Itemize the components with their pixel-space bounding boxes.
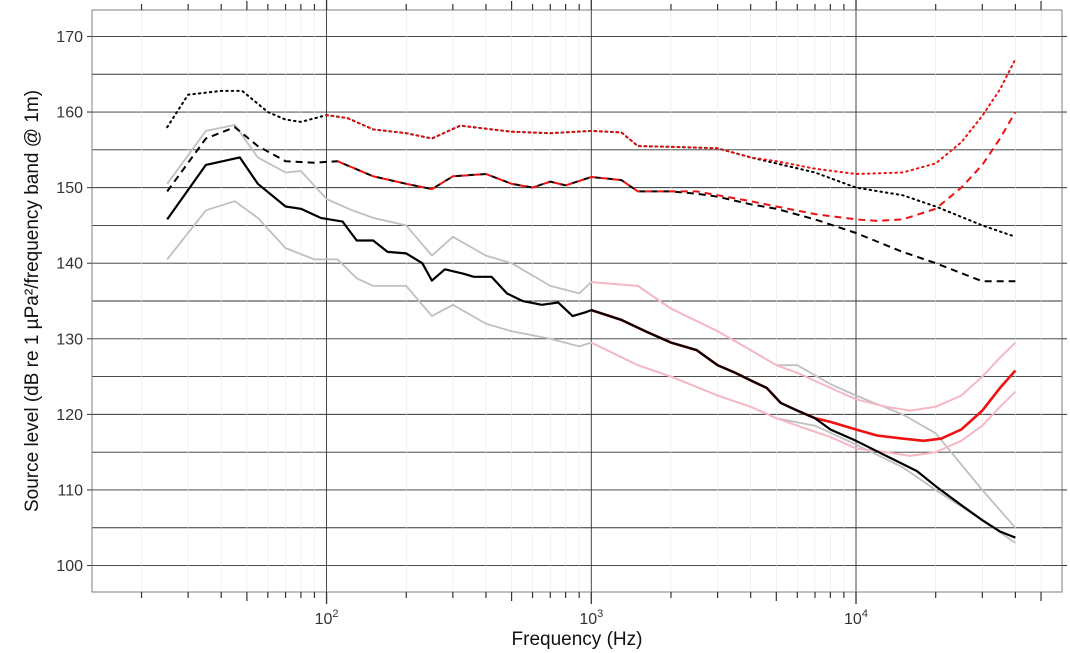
series-line-6 [166,156,1016,539]
x-tick-label: 103 [579,608,603,628]
y-axis-title: Source level (dB re 1 µPa²/frequency ban… [22,90,43,512]
y-tick-label: 120 [56,407,83,424]
y-tick-label: 110 [57,482,83,499]
series-line-1 [166,124,1017,529]
series-line-7 [166,126,1016,283]
series-line-10 [325,58,1017,175]
y-tick-label: 100 [56,558,83,575]
y-tick-label: 140 [56,256,83,273]
y-tick-label: 130 [56,331,83,348]
x-tick-label: 104 [844,608,868,628]
series-line-4 [590,341,1017,457]
x-axis-title: Frequency (Hz) [512,629,643,650]
series-line-8 [337,111,1017,222]
series-line-3 [591,281,1017,412]
x-tick-label: 102 [315,608,339,628]
grid-layer [92,10,1062,592]
series-line-2 [166,200,1016,544]
y-tick-label: 170 [56,29,83,46]
axis-layer: 100 110 120 130 140 150 160 170 102 103 104 [56,0,1067,628]
plot-border [91,9,1063,593]
y-tick-label: 160 [56,105,83,122]
y-tick-label: 150 [56,180,83,197]
series-layer [166,58,1017,544]
